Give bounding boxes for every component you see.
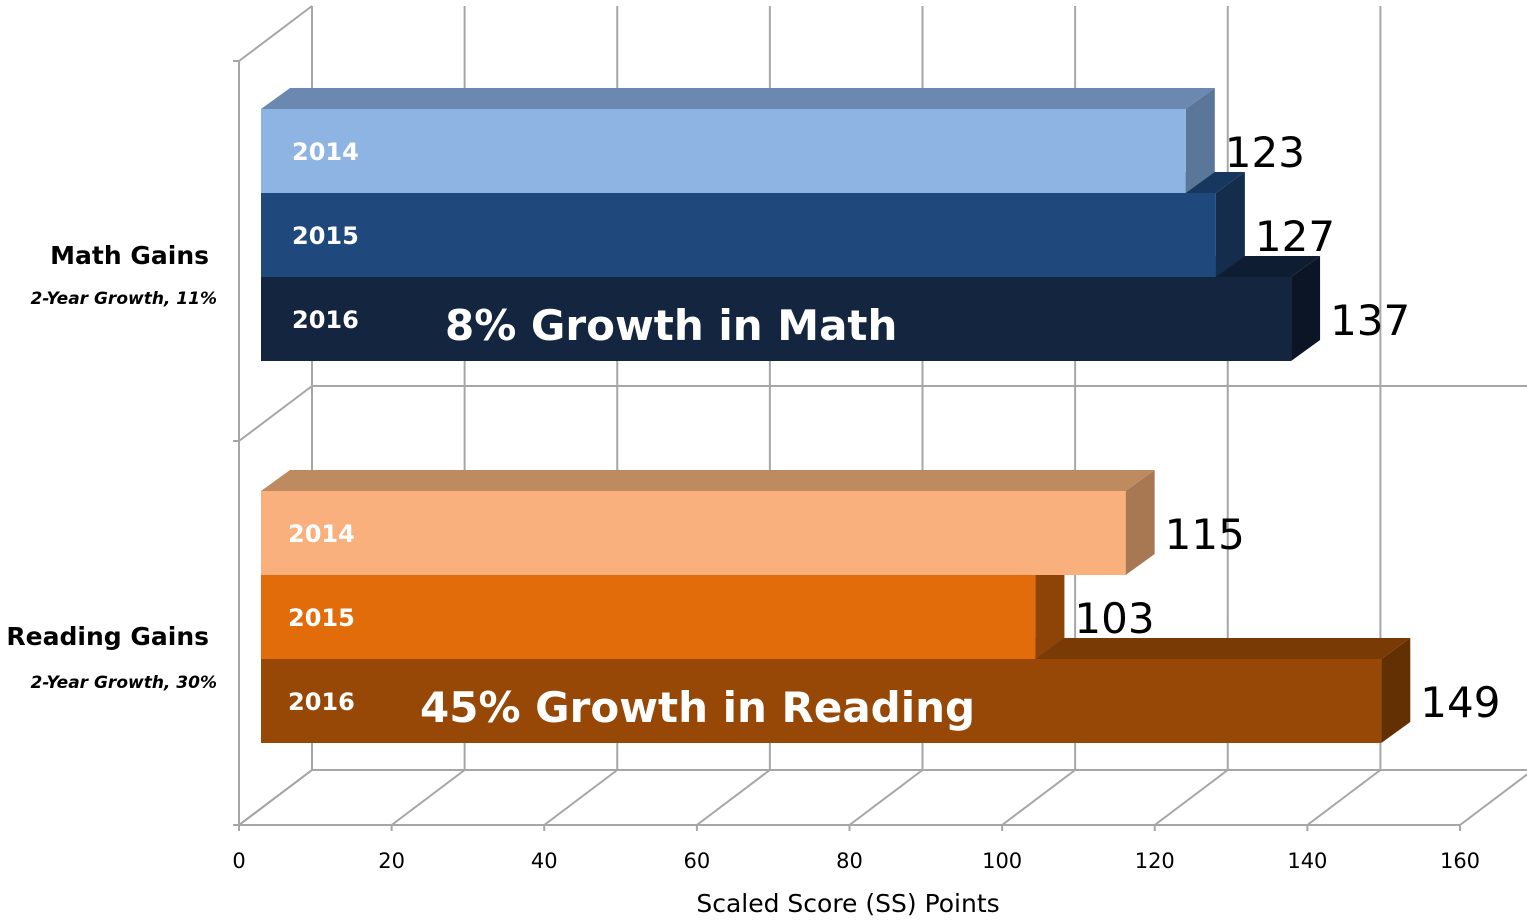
floor-gridline [1001, 769, 1076, 826]
x-tick-label: 40 [531, 849, 558, 873]
bar-2016 [261, 277, 1292, 361]
bar-value-label: 149 [1420, 678, 1500, 727]
x-tick-label: 60 [684, 849, 711, 873]
bar-side-face [1215, 172, 1245, 277]
labels-layer: 0 20 40 60 80 100 120 140 160 Math Gains 2-Year Gr… [6, 128, 1500, 873]
x-tick-label: 0 [232, 849, 245, 873]
side-wall-gridline [238, 5, 313, 62]
floor-gridline [696, 769, 771, 826]
bar-2014 [261, 109, 1186, 193]
floor-gridline [543, 769, 618, 826]
bar-value-label: 115 [1165, 510, 1245, 559]
group-subtitle: 2-Year Growth, 11% [30, 289, 217, 309]
floor-gridline [1459, 773, 1527, 826]
bar-year-label: 2015 [292, 222, 359, 250]
bar-top-face [261, 88, 1215, 109]
bar-year-label: 2014 [292, 138, 359, 166]
bar-year-label: 2014 [288, 520, 355, 548]
growth-annotation: 8% Growth in Math [445, 301, 897, 350]
bar-year-label: 2016 [292, 306, 359, 334]
group-subtitle: 2-Year Growth, 30% [30, 673, 217, 693]
bars-layer [261, 88, 1411, 743]
bar-value-label: 123 [1225, 128, 1305, 177]
bar-top-face [261, 470, 1155, 491]
group-title: Math Gains [50, 241, 209, 270]
floor-gridline [848, 769, 924, 826]
bar-2016 [261, 659, 1382, 743]
floor-gridline [1154, 769, 1229, 826]
bar-side-face [1185, 88, 1215, 193]
floor-gridline [1306, 769, 1381, 826]
bar-side-face [1125, 470, 1155, 575]
bar-2015 [261, 193, 1216, 277]
x-tick-label: 120 [1135, 849, 1175, 873]
x-axis-title: Scaled Score (SS) Points [696, 889, 999, 918]
bar-value-label: 127 [1255, 212, 1335, 261]
bar-side-face [1381, 638, 1411, 743]
x-tick-label: 20 [378, 849, 405, 873]
group-title: Reading Gains [6, 622, 209, 651]
x-tick-label: 160 [1440, 849, 1480, 873]
growth-annotation: 45% Growth in Reading [420, 683, 975, 732]
bar-side-face [1291, 256, 1321, 361]
bar-side-face [1035, 554, 1065, 659]
bar-value-label: 137 [1330, 296, 1410, 345]
x-tick-label: 140 [1287, 849, 1327, 873]
bar-2015 [261, 575, 1036, 659]
bar-2014 [261, 491, 1126, 575]
floor-gridline [391, 769, 466, 826]
side-wall-gridline [238, 385, 313, 442]
bar-value-label: 103 [1074, 594, 1154, 643]
x-tick-label: 100 [982, 849, 1022, 873]
bar-year-label: 2016 [288, 688, 355, 716]
bar-year-label: 2015 [288, 604, 355, 632]
x-tick-label: 80 [836, 849, 863, 873]
side-wall-gridline [238, 769, 313, 826]
